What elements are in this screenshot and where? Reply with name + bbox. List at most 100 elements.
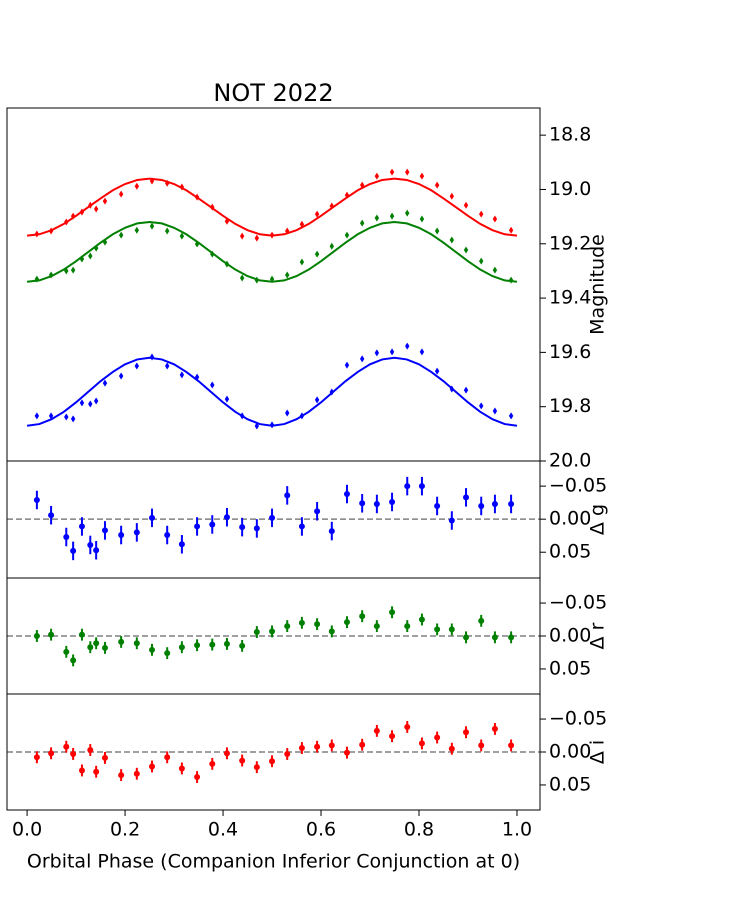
- data-point: [343, 491, 350, 498]
- data-point: [194, 373, 200, 381]
- data-point: [79, 399, 85, 407]
- data-point: [491, 500, 498, 507]
- data-point: [491, 725, 498, 732]
- x-tick-label: 0.0: [12, 819, 42, 841]
- data-point: [63, 648, 70, 655]
- y-tick-label: 19.6: [549, 341, 591, 363]
- plot-frame: [6, 693, 541, 811]
- data-point: [70, 750, 77, 757]
- data-point: [93, 205, 99, 213]
- data-point: [434, 367, 440, 375]
- data-point: [118, 372, 124, 380]
- data-point: [118, 638, 125, 645]
- data-point: [373, 500, 380, 507]
- data-point: [102, 238, 108, 246]
- data-point: [449, 236, 455, 244]
- data-point: [285, 409, 290, 417]
- model-line: [26, 356, 518, 427]
- data-point: [93, 397, 99, 405]
- data-point: [314, 508, 321, 515]
- data-point: [239, 524, 246, 531]
- data-point: [344, 231, 350, 239]
- data-point: [149, 353, 155, 361]
- data-point: [64, 267, 69, 275]
- data-point: [419, 348, 425, 356]
- data-point: [374, 349, 380, 357]
- data-point: [134, 362, 140, 370]
- data-point: [164, 362, 170, 370]
- data-point: [314, 743, 321, 750]
- data-point: [508, 226, 514, 234]
- data-point: [492, 407, 498, 415]
- data-point: [253, 629, 260, 636]
- data-point: [48, 631, 55, 638]
- x-tick-label: 1.0: [502, 819, 532, 841]
- y-tick-label: −0.05: [549, 708, 607, 730]
- data-point: [329, 242, 334, 250]
- data-point: [178, 765, 185, 772]
- y-tick-label: 0.05: [549, 541, 591, 563]
- data-point: [492, 266, 498, 274]
- data-point: [209, 641, 216, 648]
- data-point: [179, 371, 185, 379]
- data-point: [492, 215, 498, 223]
- data-point: [134, 182, 140, 190]
- chart-title: NOT 2022: [213, 79, 333, 107]
- y-tick-label: 18.8: [549, 124, 591, 146]
- data-point: [269, 514, 276, 521]
- data-point: [269, 758, 276, 765]
- x-tick-label: 0.8: [404, 819, 434, 841]
- data-point: [284, 750, 291, 757]
- data-point: [359, 219, 365, 227]
- data-point: [179, 232, 185, 240]
- data-point: [298, 619, 305, 626]
- data-point: [93, 547, 100, 554]
- data-point: [88, 400, 93, 408]
- data-point: [314, 621, 321, 628]
- data-point: [87, 747, 94, 754]
- data-point: [93, 640, 100, 647]
- y-tick-label: −0.05: [549, 475, 607, 497]
- data-point: [178, 541, 185, 548]
- data-point: [133, 770, 140, 777]
- y-axis-label: Δ r: [587, 622, 609, 649]
- data-point: [404, 723, 411, 730]
- y-tick-label: 0.05: [549, 773, 591, 795]
- data-point: [389, 733, 396, 740]
- data-point: [64, 413, 69, 421]
- data-point: [284, 492, 291, 499]
- data-point: [508, 412, 514, 420]
- data-point: [223, 514, 230, 521]
- y-tick-label: 0.00: [549, 625, 591, 647]
- data-point: [194, 774, 201, 781]
- y-axis-label: Δ g: [587, 504, 609, 535]
- data-point: [434, 734, 441, 741]
- y-axis-label: Magnitude: [587, 234, 609, 335]
- x-tick-label: 0.2: [110, 819, 140, 841]
- data-point: [418, 483, 425, 490]
- data-point: [102, 379, 108, 387]
- data-point: [343, 619, 350, 626]
- data-point: [88, 252, 93, 260]
- data-point: [223, 750, 230, 757]
- data-point: [149, 763, 156, 770]
- data-point: [389, 212, 395, 220]
- data-point: [102, 197, 108, 205]
- data-point: [194, 240, 200, 248]
- data-point: [344, 361, 350, 369]
- data-point: [404, 483, 411, 490]
- data-point: [178, 644, 185, 651]
- y-tick-label: −0.05: [549, 592, 607, 614]
- y-tick-label: 20.0: [549, 450, 591, 472]
- data-point: [314, 210, 320, 218]
- data-point: [118, 772, 125, 779]
- data-point: [419, 172, 425, 180]
- data-point: [405, 342, 410, 350]
- data-point: [164, 532, 171, 539]
- data-point: [78, 523, 85, 530]
- y-axis-label: Δ i: [587, 740, 609, 764]
- data-point: [48, 750, 55, 757]
- data-point: [63, 743, 70, 750]
- data-point: [374, 214, 380, 222]
- data-point: [209, 521, 216, 528]
